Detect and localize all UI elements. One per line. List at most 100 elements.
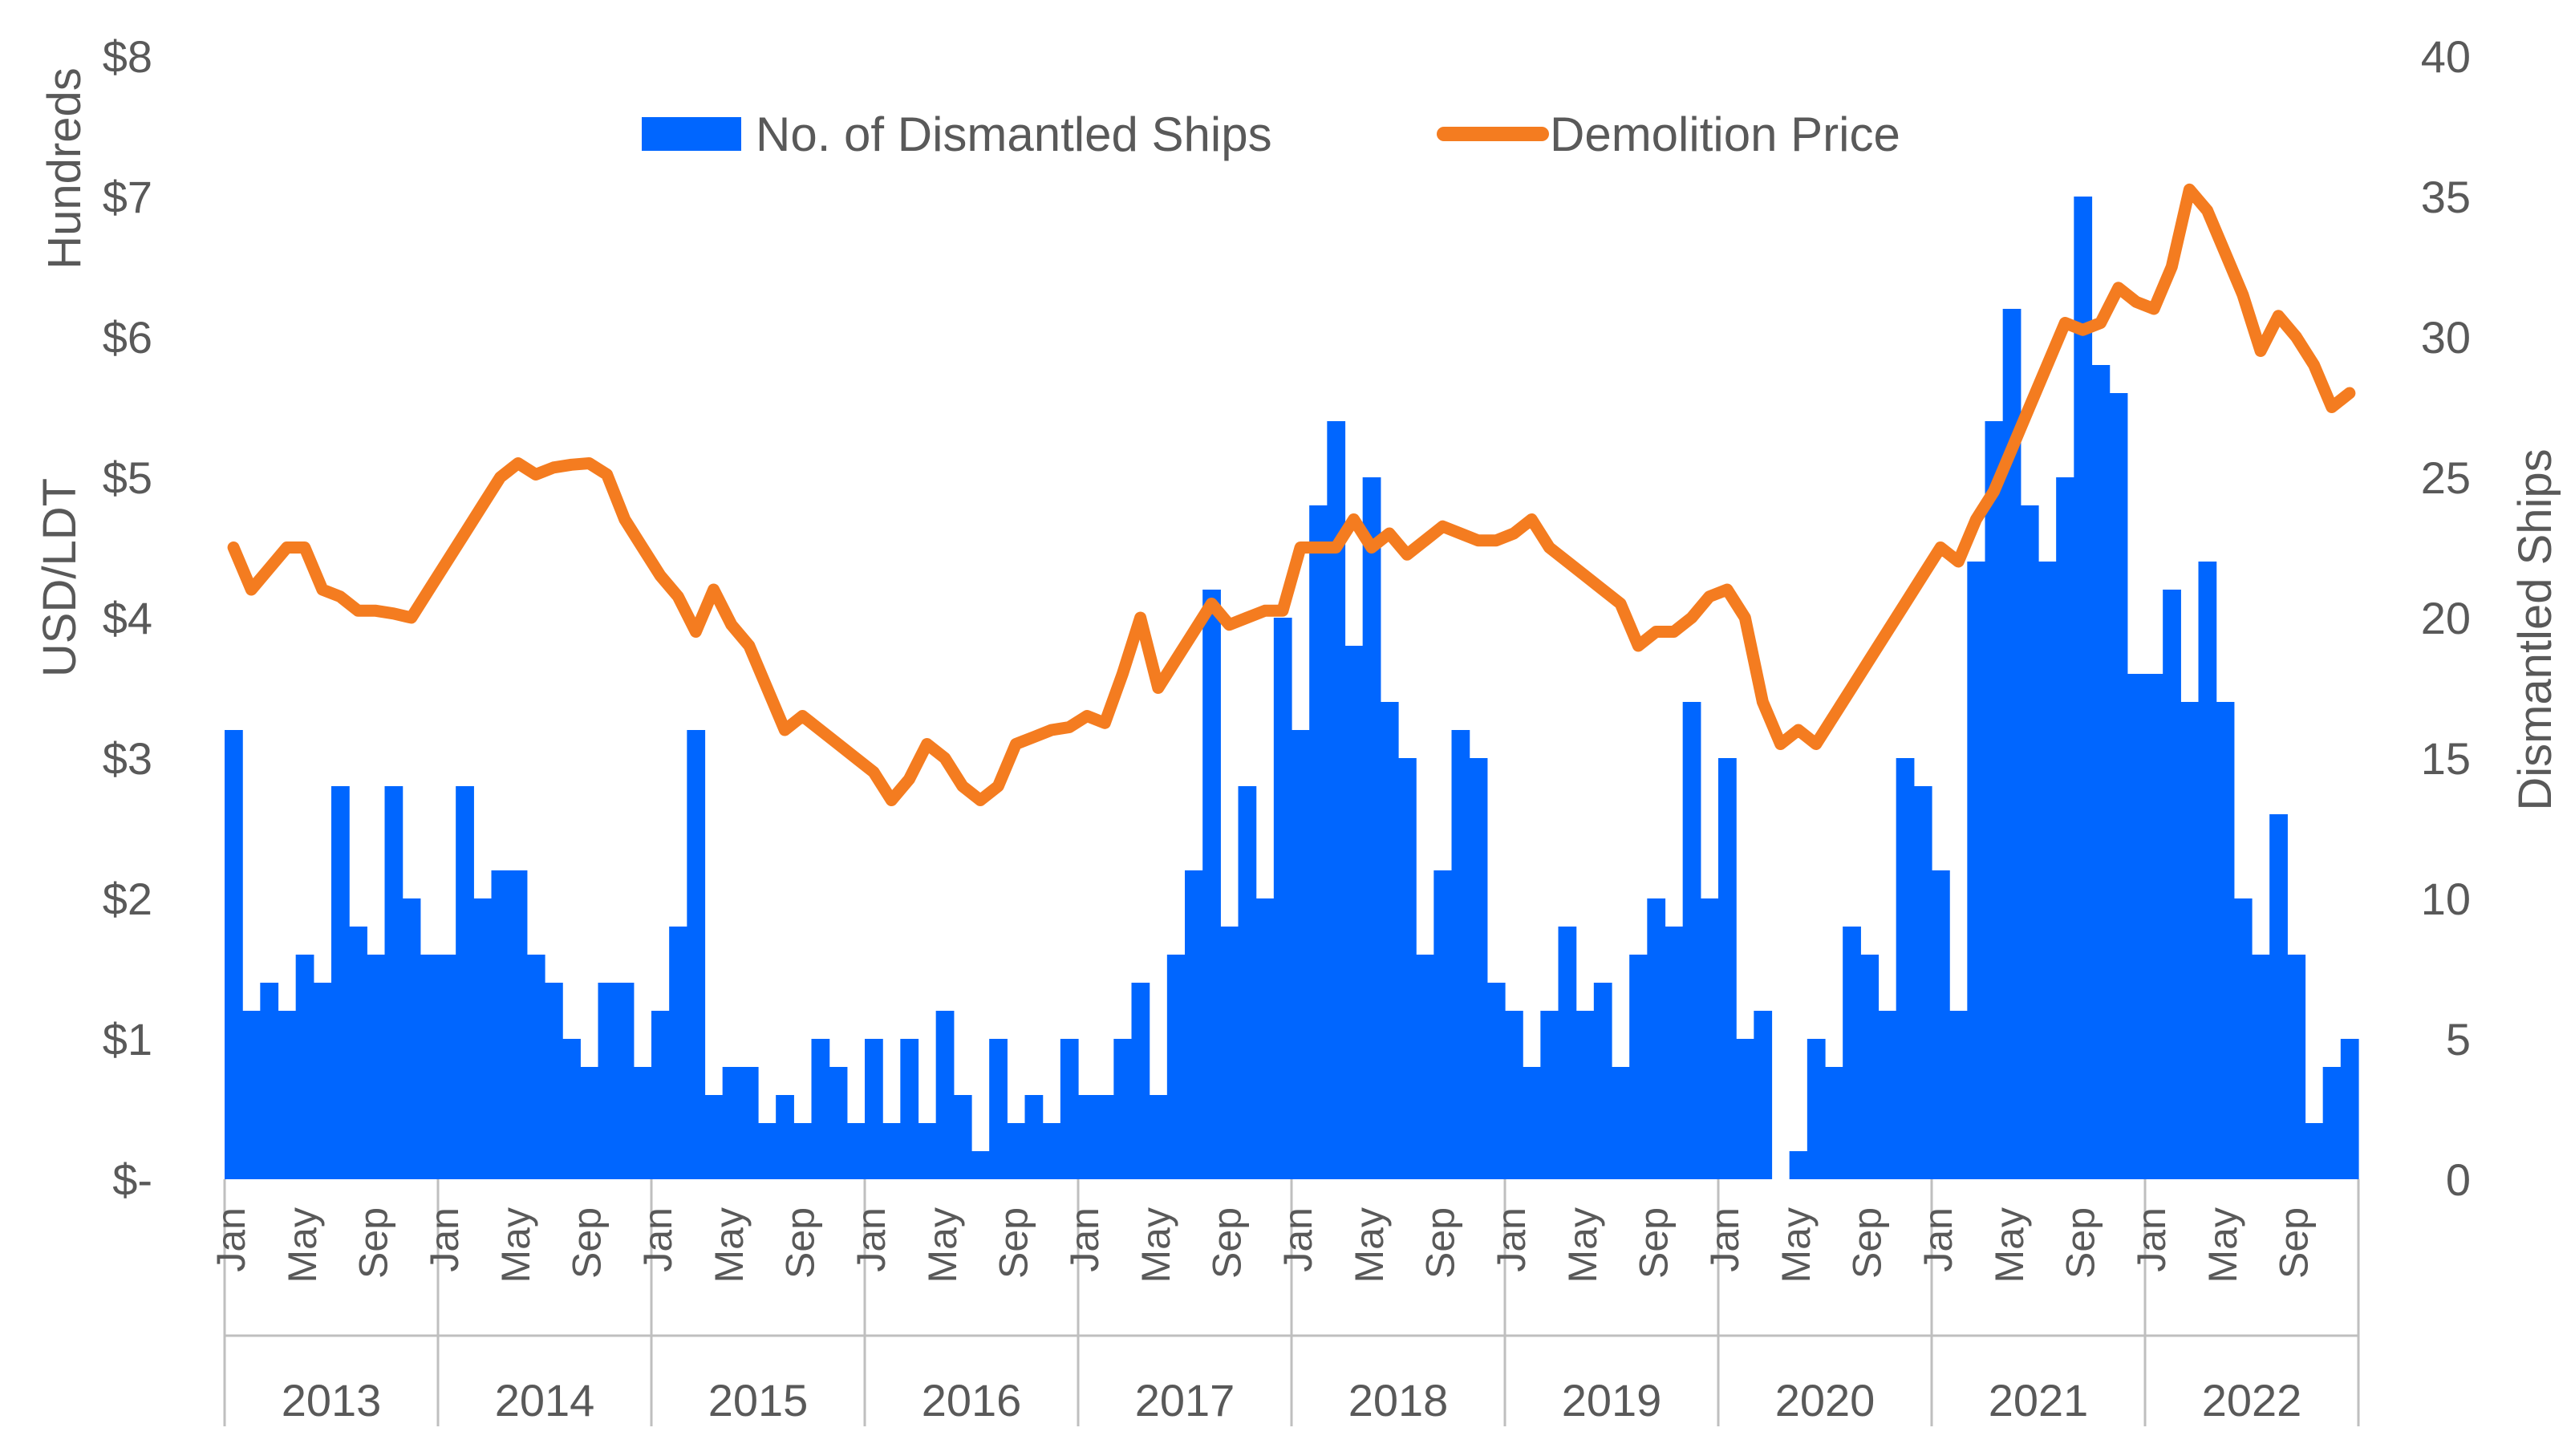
legend-label-bars: No. of Dismantled Ships	[756, 107, 1272, 161]
x-year-label: 2017	[1135, 1375, 1235, 1426]
bar	[918, 1123, 937, 1179]
bar	[1523, 1067, 1541, 1179]
bar	[1113, 1039, 1133, 1179]
y-left-tick-label: $7	[103, 172, 152, 222]
y-right-tick-label: 40	[2421, 31, 2471, 82]
bar	[865, 1039, 883, 1179]
bar	[2180, 702, 2200, 1179]
bar	[526, 955, 545, 1179]
bar	[1220, 927, 1239, 1179]
x-month-label: Jan	[849, 1207, 894, 1272]
bar	[1807, 1039, 1826, 1179]
bar	[1380, 702, 1399, 1179]
y-right-tick-label: 20	[2421, 593, 2471, 643]
bar	[1292, 730, 1310, 1179]
x-year-label: 2015	[708, 1375, 809, 1426]
bar	[1255, 898, 1275, 1179]
bar-series	[225, 197, 2359, 1179]
x-month-label: Sep	[1417, 1207, 1462, 1279]
y-left-tick-label: $5	[103, 452, 152, 503]
x-axis: Jan May Sep 2013 Jan May Sep 2014 Jan May Sep 2015 J…	[209, 1179, 2360, 1426]
bar	[420, 955, 439, 1179]
y-left-tick-label: $-	[112, 1154, 152, 1205]
x-year-label: 2018	[1348, 1375, 1449, 1426]
bar	[1202, 590, 1221, 1179]
bar	[704, 1095, 724, 1179]
bar	[669, 927, 687, 1179]
y-right-tick-label: 25	[2421, 452, 2471, 503]
y-right-tick-label: 0	[2446, 1154, 2471, 1205]
bar	[1042, 1123, 1061, 1179]
bar	[2074, 197, 2093, 1179]
x-month-label: May	[1347, 1207, 1392, 1283]
bar	[1309, 505, 1328, 1179]
bar	[2056, 477, 2074, 1179]
x-month-label: Sep	[351, 1207, 395, 1279]
bar	[1736, 1039, 1754, 1179]
bar	[349, 927, 367, 1179]
x-month-label: May	[1774, 1207, 1819, 1283]
y-left-unit-label: Hundreds	[39, 67, 91, 269]
bar	[562, 1039, 581, 1179]
bar	[1344, 646, 1364, 1179]
bar	[900, 1039, 919, 1179]
bar	[1327, 421, 1346, 1179]
x-month-label: May	[2200, 1207, 2245, 1283]
x-month-label: Sep	[1631, 1207, 1676, 1279]
bar	[1860, 955, 1880, 1179]
x-month-label: Sep	[1844, 1207, 1889, 1279]
x-month-label: Jan	[1275, 1207, 1320, 1272]
x-month-label: Sep	[1204, 1207, 1249, 1279]
x-year-label: 2019	[1562, 1375, 1662, 1426]
bar	[740, 1067, 759, 1179]
bar	[1789, 1151, 1808, 1179]
bar	[2002, 309, 2021, 1179]
y-left-tick-label: $3	[103, 733, 152, 784]
bar	[384, 786, 403, 1179]
x-month-label: Sep	[564, 1207, 609, 1279]
bar	[1398, 758, 1417, 1179]
x-month-label: Sep	[2271, 1207, 2316, 1279]
bar	[687, 730, 706, 1179]
bar	[1166, 955, 1186, 1179]
bar	[633, 1067, 652, 1179]
bar	[2233, 898, 2253, 1179]
bar	[1060, 1039, 1079, 1179]
bar	[1185, 870, 1203, 1179]
bar	[438, 955, 456, 1179]
bar	[2145, 674, 2163, 1179]
x-year-label: 2020	[1775, 1375, 1875, 1426]
bar	[1238, 786, 1257, 1179]
bar	[2269, 814, 2288, 1179]
bar	[473, 898, 493, 1179]
bar	[1932, 870, 1950, 1179]
x-month-label: Jan	[422, 1207, 467, 1272]
bar	[811, 1039, 830, 1179]
bar	[1593, 983, 1612, 1179]
bar	[1131, 983, 1150, 1179]
x-month-label: Jan	[209, 1207, 253, 1272]
y-right-tick-label: 10	[2421, 874, 2471, 924]
bar	[1647, 898, 1666, 1179]
bar	[776, 1095, 794, 1179]
bar	[1825, 1067, 1843, 1179]
bar	[758, 1123, 777, 1179]
bar	[1896, 758, 1915, 1179]
x-month-label: Jan	[1489, 1207, 1534, 1272]
bar	[2198, 562, 2217, 1179]
y-left-tick-labels: $- $1 $2 $3 $4 $5 $6 $7 $8	[103, 31, 152, 1205]
bar	[2340, 1039, 2359, 1179]
y-right-tick-label: 5	[2446, 1014, 2471, 1065]
bar	[1024, 1095, 1044, 1179]
bar	[1612, 1067, 1630, 1179]
y-left-tick-label: $4	[103, 593, 152, 643]
bar	[1486, 983, 1506, 1179]
bar	[456, 786, 474, 1179]
bar	[1967, 562, 1986, 1179]
bar	[793, 1123, 813, 1179]
x-month-label: Jan	[635, 1207, 680, 1272]
x-month-label: May	[280, 1207, 325, 1283]
bar	[1878, 1011, 1897, 1179]
bar	[1149, 1095, 1168, 1179]
